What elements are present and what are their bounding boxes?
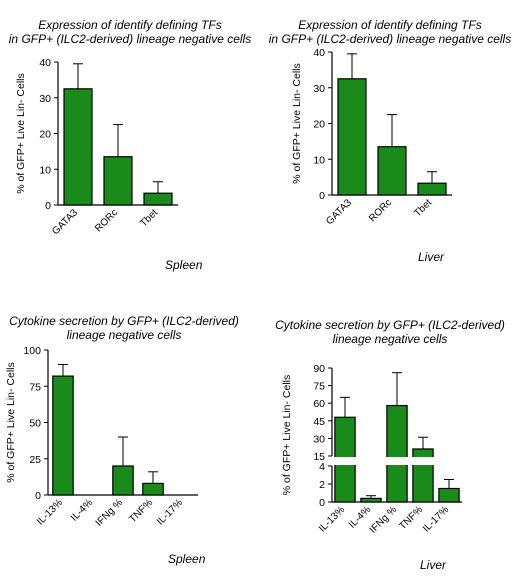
- y-tick-label: 4: [319, 461, 325, 473]
- x-tick-label: TNF%: [127, 497, 155, 525]
- y-tick-label: 90: [313, 363, 325, 375]
- bar: [337, 78, 367, 196]
- y-tick-label: 40: [313, 47, 325, 59]
- bar: [142, 482, 164, 496]
- y-tick-label: 10: [39, 164, 51, 176]
- chart-title: Cytokine secretion by GFP+ (ILC2-derived…: [9, 314, 239, 342]
- y-axis-label: % of GFP+ Live Lin- Cells: [15, 73, 27, 194]
- x-tick-label: IL-17%: [421, 504, 451, 534]
- y-tick-label: 20: [313, 119, 325, 131]
- y-tick-label: 0: [319, 497, 325, 509]
- y-tick-label: 75: [29, 381, 41, 393]
- y-axis-label: % of GFP+ Live Lin- Cells: [5, 362, 17, 483]
- bar: [377, 146, 407, 196]
- y-axis-label: % of GFP+ Live Lin- Cells: [291, 63, 303, 184]
- chart-title: Expression of identify defining TFs in G…: [8, 18, 252, 46]
- y-tick-label: 20: [39, 129, 51, 141]
- x-tick-label: Tbet: [138, 207, 160, 229]
- y-tick-label: 30: [313, 83, 325, 95]
- chart-title: Cytokine secretion by GFP+ (ILC2-derived…: [275, 318, 505, 346]
- bar-chart: 0 10 20 30 40 GATA3 RORc Tbet % of GFP+ Live Lin…: [15, 57, 178, 237]
- y-tick-label: 50: [29, 418, 41, 430]
- x-tick-label: IL-17%: [155, 497, 185, 527]
- x-tick-label: GATA3: [324, 197, 354, 227]
- y-tick-label: 2: [319, 479, 325, 491]
- chart-panel-liver-cytokines: Cytokine secretion by GFP+ (ILC2-derived…: [260, 290, 520, 582]
- y-tick-label: 40: [39, 57, 51, 69]
- chart-panel-spleen-cytokines: Cytokine secretion by GFP+ (ILC2-derived…: [0, 290, 260, 582]
- y-tick-label: 10: [313, 154, 325, 166]
- tissue-label: Spleen: [168, 552, 206, 566]
- y-tick-label: 0: [319, 190, 325, 202]
- chart-panel-spleen-tfs: Expression of identify defining TFs in G…: [0, 0, 260, 290]
- x-tick-label: Tbet: [412, 197, 434, 219]
- bar: [112, 465, 134, 496]
- axis-break-gap: [330, 457, 464, 465]
- bar: [417, 182, 447, 196]
- tissue-label: Liver: [420, 558, 447, 572]
- y-tick-label: 30: [313, 433, 325, 445]
- x-tick-label: IFNg %: [368, 504, 399, 535]
- bar: [412, 448, 434, 503]
- y-tick-label: 0: [35, 490, 41, 502]
- y-axis-label: % of GFP+ Live Lin- Cells: [281, 375, 293, 496]
- chart-title: Expression of identify defining TFs in G…: [268, 18, 512, 46]
- bar: [360, 497, 382, 503]
- y-tick-label: 100: [23, 345, 41, 357]
- y-tick-label: 60: [313, 398, 325, 410]
- x-tick-label: RORc: [367, 197, 394, 224]
- x-tick-label: RORc: [93, 207, 120, 234]
- bar: [63, 88, 93, 206]
- y-tick-label: 45: [313, 416, 325, 428]
- bar: [386, 404, 408, 503]
- y-tick-label: 25: [29, 454, 41, 466]
- tissue-label: Liver: [418, 250, 445, 264]
- y-tick-label: 15: [313, 451, 325, 463]
- bar: [52, 375, 74, 496]
- bar: [143, 192, 173, 206]
- y-tick-label: 0: [45, 200, 51, 212]
- bar: [438, 487, 460, 503]
- y-tick-label: 75: [313, 381, 325, 393]
- tissue-label: Spleen: [165, 258, 203, 272]
- bar-chart: 0 10 20 30 40 GATA3 RORc Tbet % of GFP+ Live Lin…: [291, 47, 452, 227]
- x-tick-label: IL-4%: [69, 497, 95, 523]
- y-tick-label: 30: [39, 93, 51, 105]
- bar: [103, 156, 133, 206]
- chart-panel-liver-tfs: Expression of identify defining TFs in G…: [260, 0, 520, 290]
- x-tick-label: GATA3: [50, 207, 80, 237]
- x-tick-label: IFNg %: [94, 497, 125, 528]
